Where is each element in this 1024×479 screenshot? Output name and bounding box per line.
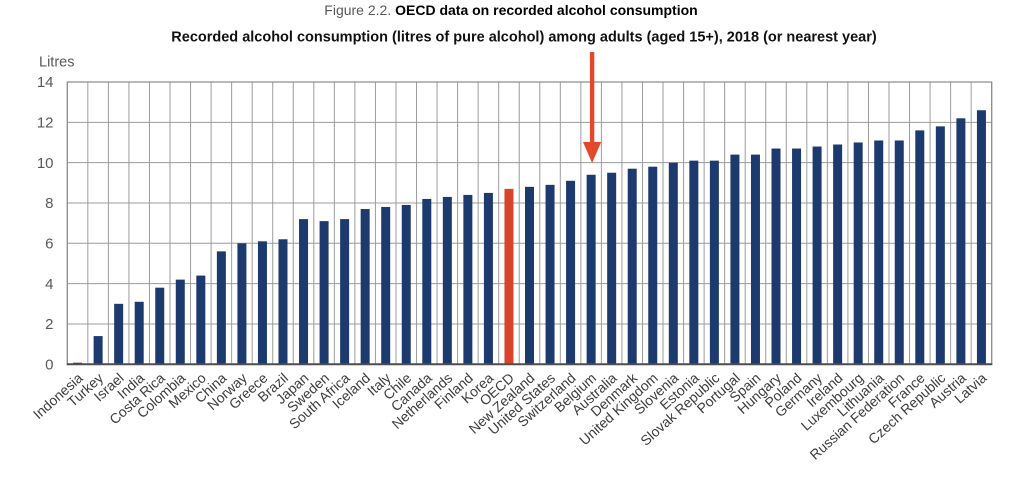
svg-text:Figure 2.2. OECD data on recor: Figure 2.2. OECD data on recorded alcoho… [324, 2, 697, 18]
svg-text:4: 4 [45, 276, 53, 293]
svg-text:12: 12 [37, 115, 54, 132]
svg-text:14: 14 [37, 74, 54, 91]
svg-text:Litres: Litres [39, 55, 74, 71]
svg-text:8: 8 [45, 195, 53, 212]
svg-text:0: 0 [45, 357, 53, 374]
svg-text:6: 6 [45, 236, 53, 253]
svg-text:Recorded alcohol consumption (: Recorded alcohol consumption (litres of … [171, 30, 877, 46]
svg-text:10: 10 [37, 155, 54, 172]
svg-text:2: 2 [45, 316, 53, 333]
